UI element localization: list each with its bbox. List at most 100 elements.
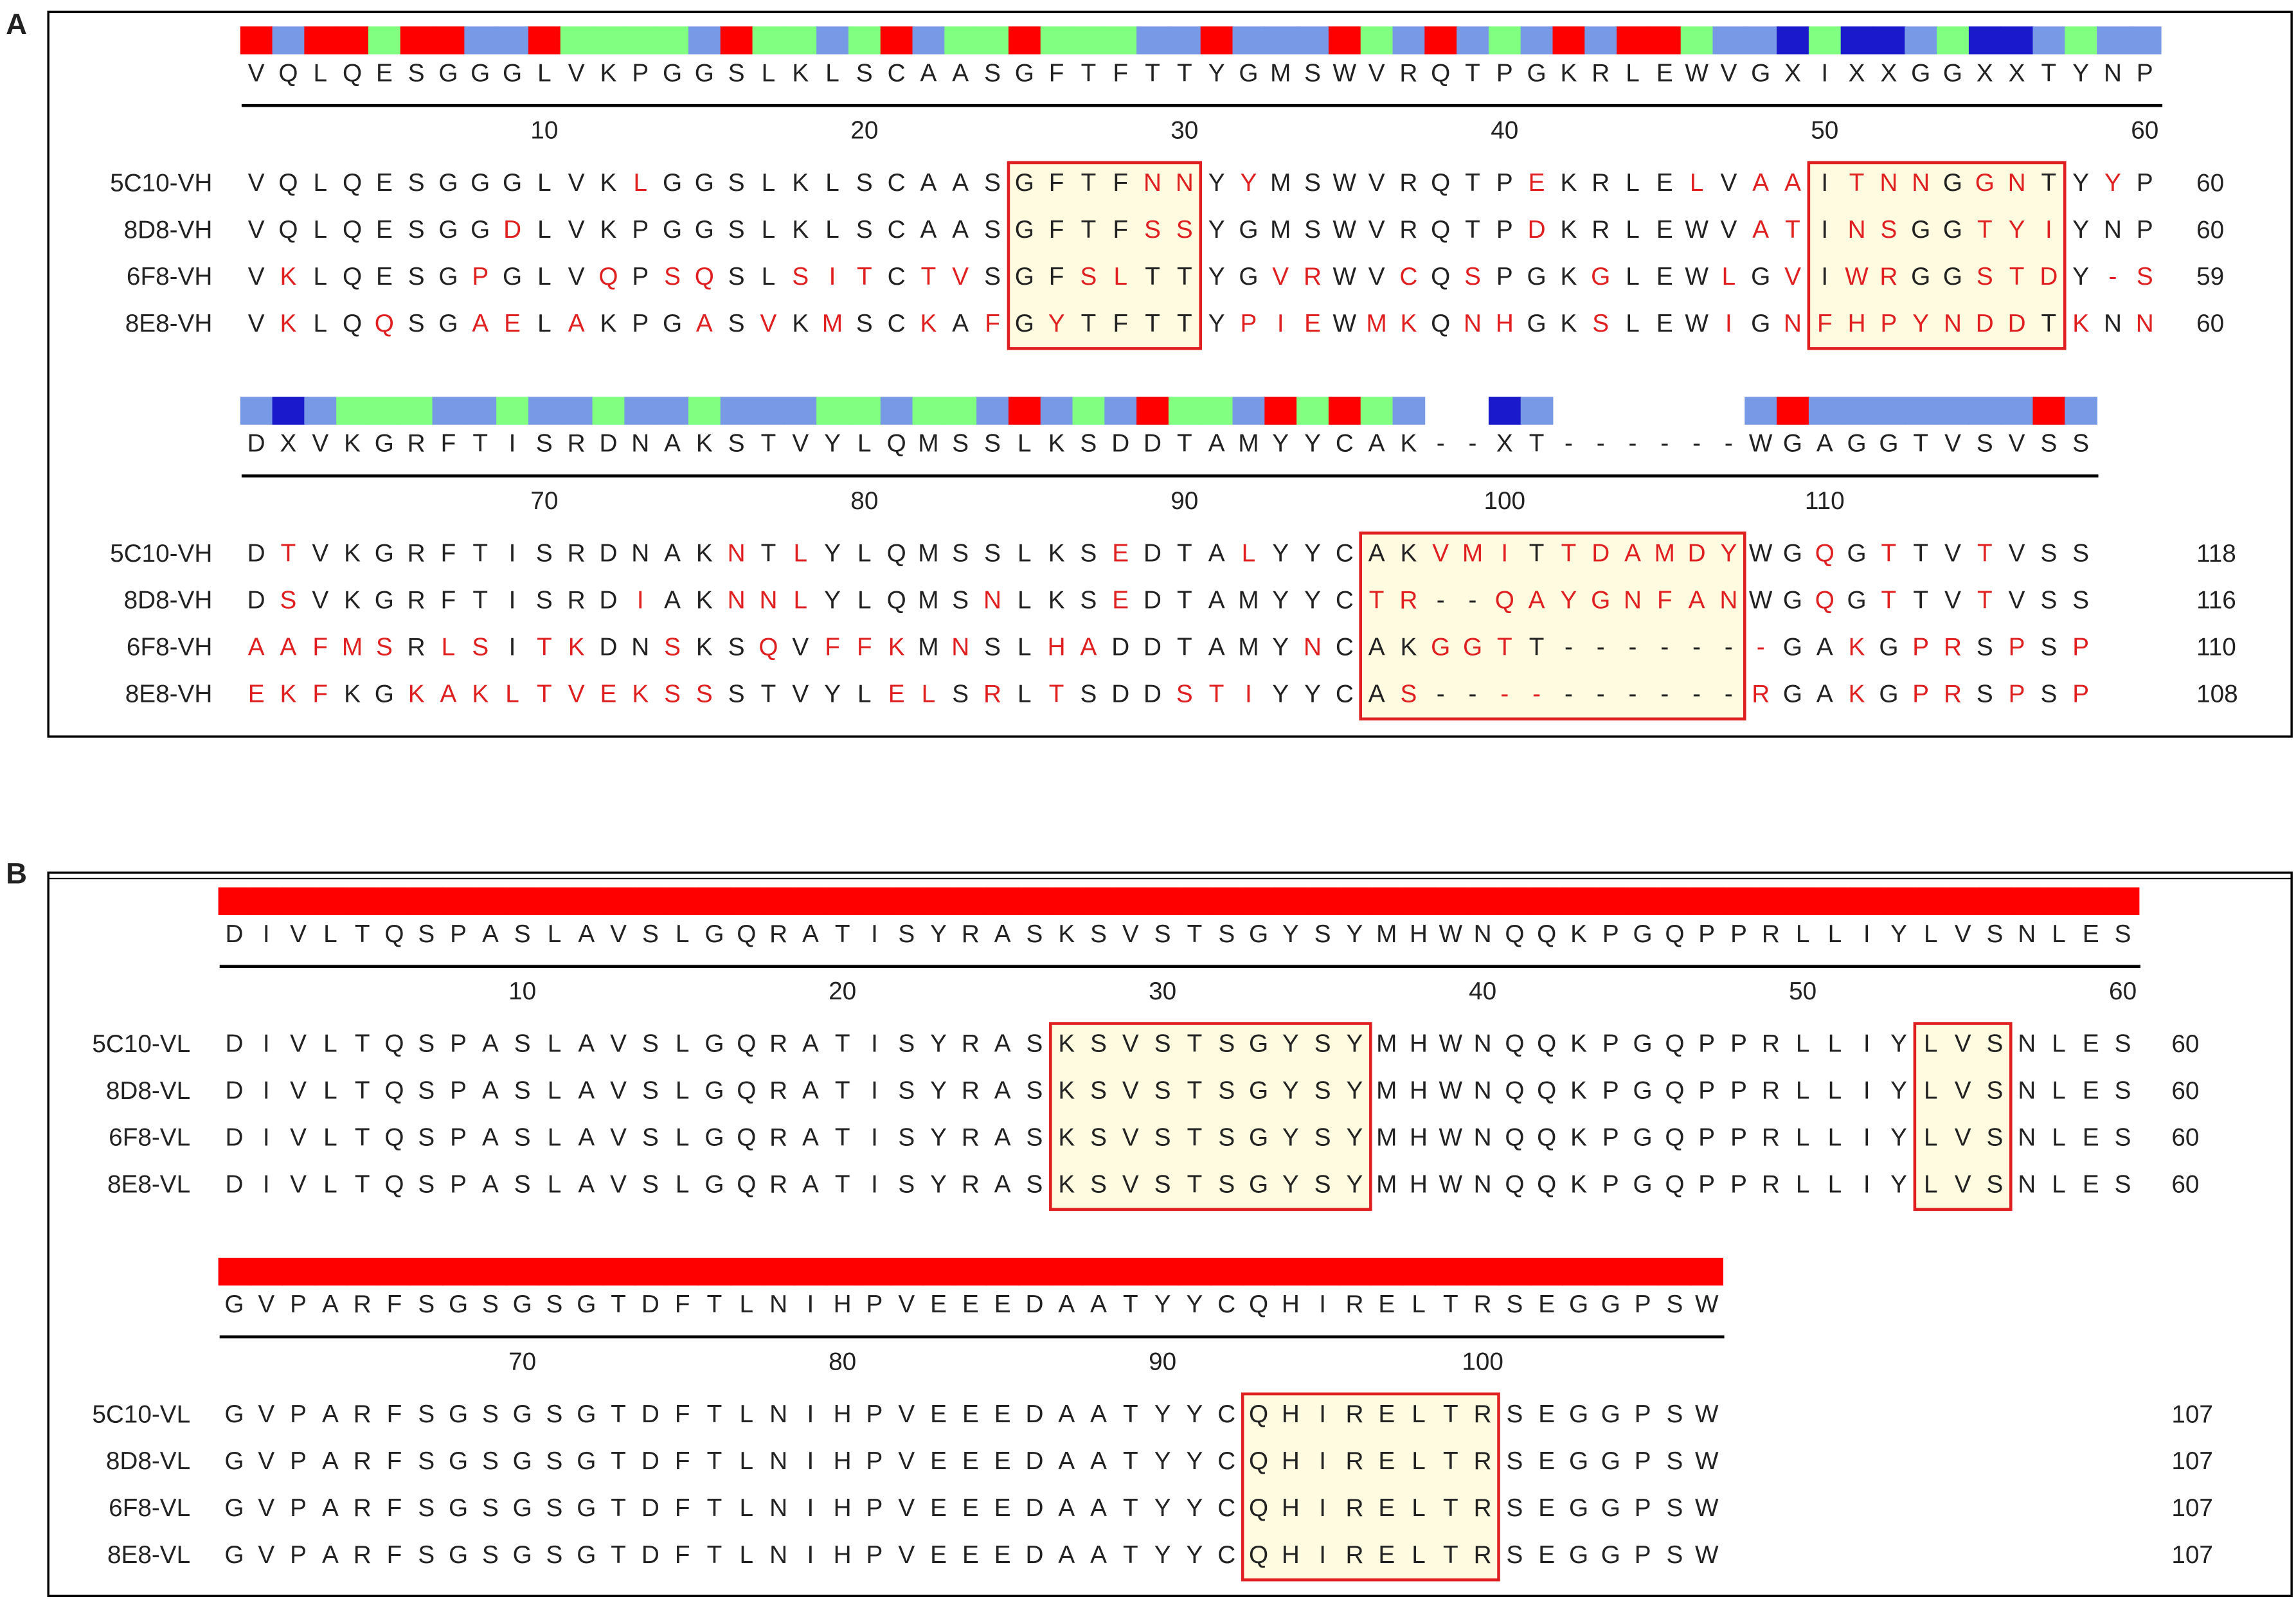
conservation-bar [2128,26,2162,55]
conservation-bar [752,26,785,55]
conservation-bar [1617,26,1649,55]
conservation-bar [400,397,433,425]
ruler-number: 60 [2131,116,2158,144]
conservation-bar [1392,397,1426,425]
conservation-bar [954,887,987,915]
conservation-bar [1712,26,1746,55]
conservation-bar [1242,1258,1275,1286]
conservation-bar [1946,887,1980,915]
conservation-bar [1457,26,1489,55]
sequence-name: 8E8-VH [125,310,213,337]
conservation-bar [2000,397,2034,425]
conservation-bar [1040,26,1073,55]
sequence-name: 6F8-VH [127,634,212,661]
conservation-bar [1392,26,1426,55]
conservation-bar [848,26,881,55]
conservation-bar [1488,26,1521,55]
conservation-bar [1563,887,1595,915]
conservation-bar [1136,397,1169,425]
conservation-bar [560,26,593,55]
ruler-number: 70 [508,1348,536,1375]
conservation-bar [1338,1258,1372,1286]
conservation-bar [922,887,955,915]
conservation-bar [2097,26,2130,55]
conservation-bar [1520,397,1554,425]
panel-b-frame [47,871,2293,1597]
sequence-name: 8E8-VH [125,680,213,708]
conservation-bar [1232,26,1266,55]
conservation-bar [1744,26,1777,55]
conservation-bar [1723,887,1755,915]
conservation-bar [1466,887,1500,915]
conservation-bar [1786,887,1820,915]
conservation-bar [1626,887,1660,915]
conservation-bar [1072,397,1106,425]
conservation-bar [1754,887,1788,915]
conservation-bar [1104,397,1138,425]
ruler-number: 40 [1469,978,1496,1005]
sequence-end-number: 107 [2171,1447,2213,1475]
conservation-bar [986,1258,1019,1286]
conservation-bar [2032,397,2066,425]
conservation-bar [1808,26,1842,55]
conservation-bar [784,397,818,425]
conservation-bar [314,1258,347,1286]
conservation-bar [656,26,689,55]
conservation-bar [848,397,881,425]
sequence-end-number: 107 [2171,1400,2213,1428]
ruler-number: 50 [1789,978,1816,1005]
conservation-bar [1851,887,1884,915]
conservation-bar [1937,26,1969,55]
conservation-bar [464,397,498,425]
conservation-bar [1200,397,1233,425]
conservation-bar [570,887,604,915]
conservation-bar [538,887,571,915]
conservation-bar [1818,887,1852,915]
conservation-bar [1403,1258,1435,1286]
sequence-name: 6F8-VL [109,1494,190,1522]
sequence-name: 8E8-VL [107,1541,190,1569]
conservation-bar [976,26,1009,55]
ruler-number: 20 [850,116,878,144]
conservation-bar [538,1258,571,1286]
conservation-bar [1114,887,1147,915]
conservation-bar [378,887,411,915]
conservation-bar [762,1258,795,1286]
conservation-bar [1914,887,1948,915]
conservation-bar [250,887,283,915]
conservation-bar [1777,397,1809,425]
conservation-bar [1978,887,2012,915]
ruler-number: 30 [1149,978,1176,1005]
conservation-bar [1370,887,1404,915]
ruler-number: 20 [829,978,856,1005]
conservation-bar [1018,1258,1052,1286]
conservation-bar [1018,887,1052,915]
conservation-bar [1968,397,2002,425]
sequence-name: 8D8-VL [106,1447,190,1475]
conservation-bar [858,1258,892,1286]
conservation-bar [1626,1258,1660,1286]
sequence-end-number: 60 [2196,169,2224,197]
conservation-bar [314,887,347,915]
conservation-bar [890,1258,924,1286]
conservation-bar [944,26,978,55]
conservation-bar [986,887,1019,915]
conservation-bar [816,397,849,425]
conservation-bar [1498,1258,1532,1286]
sequence-name: 8E8-VL [107,1171,190,1199]
conservation-bar [624,397,658,425]
conservation-bar [1136,26,1169,55]
conservation-bar [1424,26,1458,55]
conservation-bar [506,887,539,915]
conservation-bar [282,887,315,915]
conservation-bar [410,887,444,915]
sequence-name: 5C10-VL [92,1030,190,1058]
sequence-end-number: 116 [2196,587,2236,614]
ruler-number: 90 [1170,487,1198,515]
conservation-bar [336,397,369,425]
conservation-bar [634,887,667,915]
